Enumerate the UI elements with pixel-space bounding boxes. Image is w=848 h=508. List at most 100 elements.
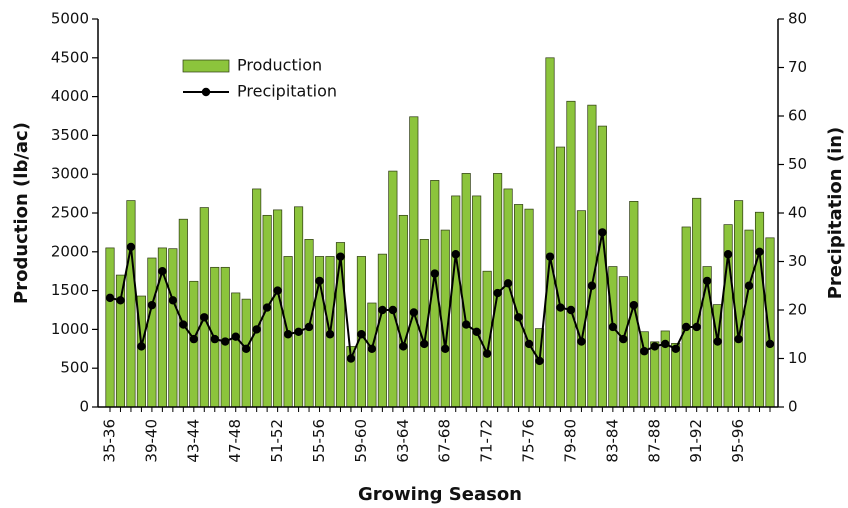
point	[283, 330, 293, 339]
point	[441, 344, 450, 353]
point	[723, 250, 733, 259]
point	[524, 339, 534, 349]
point	[179, 320, 188, 329]
point	[357, 330, 366, 339]
bar	[252, 188, 262, 408]
y-tick-label: 1000	[51, 320, 89, 338]
bar	[555, 146, 566, 408]
point	[378, 305, 387, 315]
bar	[168, 248, 178, 408]
point	[346, 354, 356, 363]
bar	[231, 292, 241, 408]
point	[493, 288, 502, 298]
point	[231, 332, 240, 341]
y2-tick-label: 50	[788, 155, 807, 173]
bar	[503, 188, 513, 408]
bar	[199, 207, 209, 408]
point	[367, 344, 377, 353]
bar	[388, 170, 398, 408]
x-tick-label: 39-40	[142, 419, 160, 463]
point	[661, 339, 670, 349]
point	[294, 327, 303, 337]
point	[325, 330, 335, 339]
point	[420, 339, 429, 349]
bar	[639, 331, 649, 408]
x-tick-label: 91-92	[687, 419, 705, 463]
y2-axis-title: Precipitation (in)	[825, 127, 846, 300]
point	[304, 322, 314, 332]
legend-marker	[201, 87, 211, 97]
point	[336, 252, 345, 261]
x-tick-label: 51-52	[268, 419, 286, 463]
point	[147, 300, 157, 310]
legend-label: Production	[237, 56, 322, 75]
point	[681, 322, 691, 332]
point	[461, 320, 471, 329]
y2-tick-label: 60	[788, 107, 807, 125]
point	[640, 347, 649, 356]
point	[137, 342, 146, 351]
point	[116, 296, 125, 305]
point	[514, 313, 523, 322]
point	[189, 334, 199, 344]
bar	[377, 253, 387, 408]
x-tick-label: 43-44	[184, 419, 202, 463]
point	[388, 305, 398, 315]
point	[409, 308, 419, 317]
y2-tick-label: 10	[788, 349, 807, 367]
y-tick-label: 3500	[51, 126, 89, 144]
bar	[754, 211, 765, 408]
y-tick-label: 2000	[51, 242, 89, 260]
y-tick-label: 3000	[51, 165, 89, 183]
point	[221, 337, 230, 346]
y2-tick-label: 40	[788, 204, 807, 222]
bar	[367, 302, 377, 408]
bar	[398, 214, 408, 408]
legend-swatch	[182, 59, 230, 73]
point	[482, 349, 492, 358]
bar	[147, 257, 157, 408]
bar	[681, 226, 691, 408]
point	[734, 334, 743, 344]
point	[210, 334, 219, 344]
bar	[472, 195, 482, 408]
y2-tick-label: 80	[788, 10, 807, 28]
bar	[241, 298, 251, 408]
bar	[451, 195, 461, 408]
bar	[220, 266, 230, 408]
bar	[115, 274, 126, 408]
y2-tick-label: 30	[788, 252, 807, 270]
point	[105, 293, 115, 303]
x-tick-label: 67-68	[436, 419, 454, 463]
bar	[587, 104, 597, 408]
bar	[545, 57, 555, 408]
point	[608, 322, 618, 332]
point	[158, 267, 167, 276]
x-tick-label: 95-96	[729, 419, 747, 463]
point	[629, 300, 639, 310]
y2-tick-label: 0	[788, 398, 798, 416]
y-tick-label: 0	[79, 398, 89, 416]
bar	[126, 200, 136, 408]
y-tick-label: 1500	[51, 281, 89, 299]
x-tick-label: 35-36	[101, 419, 119, 463]
point	[241, 344, 251, 353]
bar	[273, 209, 283, 408]
x-tick-label: 79-80	[561, 419, 579, 463]
point	[702, 276, 712, 286]
point	[671, 344, 680, 353]
point	[744, 281, 754, 290]
x-tick-label: 71-72	[478, 419, 496, 463]
point	[315, 276, 324, 286]
point	[168, 296, 178, 305]
x-tick-label: 87-88	[645, 419, 663, 463]
bar	[650, 341, 660, 408]
bar	[692, 197, 702, 408]
bar	[105, 247, 115, 408]
bar	[189, 280, 199, 408]
bar	[294, 206, 304, 408]
point	[692, 322, 701, 332]
y2-tick-label: 70	[788, 58, 807, 76]
